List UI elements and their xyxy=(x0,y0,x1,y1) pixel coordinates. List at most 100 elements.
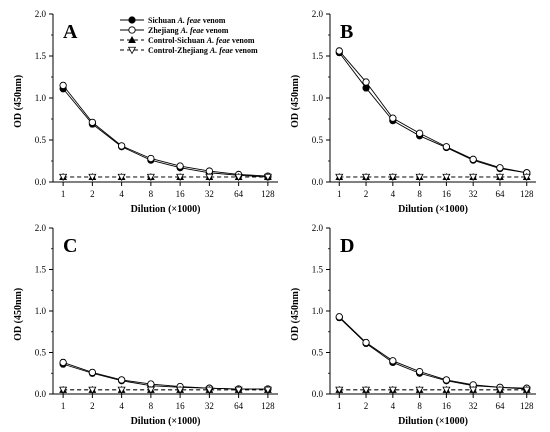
y-tick-label: 2.0 xyxy=(312,9,324,19)
data-point xyxy=(415,173,424,182)
series-line-2 xyxy=(62,362,268,390)
y-tick-label: 0.0 xyxy=(312,177,324,187)
x-tick-label: 64 xyxy=(234,401,244,411)
data-point xyxy=(415,367,424,376)
x-tick-label: 8 xyxy=(417,401,422,411)
x-tick-label: 8 xyxy=(149,189,154,199)
data-point xyxy=(147,154,155,163)
x-tick-label: 4 xyxy=(119,189,124,199)
x-tick-label: 64 xyxy=(495,189,505,199)
x-tick-label: 128 xyxy=(520,401,534,411)
y-axis-title: OD (450nm) xyxy=(13,288,24,341)
y-tick-label: 0.5 xyxy=(35,135,47,145)
x-tick-label: 4 xyxy=(391,189,396,199)
x-tick-label: 32 xyxy=(205,189,214,199)
data-point xyxy=(176,173,185,182)
series-line-2 xyxy=(338,316,527,389)
data-point xyxy=(362,338,370,347)
x-tick-label: 4 xyxy=(119,401,124,411)
y-tick-label: 1.0 xyxy=(35,306,47,316)
data-point xyxy=(117,376,126,384)
y-tick-label: 0.5 xyxy=(35,348,47,358)
x-tick-label: 2 xyxy=(364,189,369,199)
data-point xyxy=(388,386,397,395)
legend-entry: Zhejiang A. feae venom xyxy=(148,26,229,35)
x-tick-label: 128 xyxy=(520,189,534,199)
series-line-2 xyxy=(62,85,268,177)
y-tick-label: 1.5 xyxy=(35,265,47,275)
data-point xyxy=(495,386,505,395)
x-tick-label: 2 xyxy=(90,401,95,411)
x-tick-label: 64 xyxy=(495,401,505,411)
x-axis-title: Dilution (×1000) xyxy=(398,204,468,215)
data-point xyxy=(205,173,214,182)
data-point xyxy=(469,386,478,395)
data-point xyxy=(59,358,67,367)
y-tick-label: 1.0 xyxy=(35,93,47,103)
series-line-1 xyxy=(338,317,527,390)
x-tick-label: 8 xyxy=(417,189,422,199)
y-tick-label: 1.5 xyxy=(312,51,324,61)
data-point xyxy=(117,386,126,395)
legend-marker xyxy=(128,16,136,24)
data-point xyxy=(469,173,478,182)
panel-label: C xyxy=(63,235,77,257)
data-point xyxy=(335,386,344,395)
data-point xyxy=(234,173,243,182)
data-point xyxy=(234,386,243,395)
x-tick-label: 1 xyxy=(337,189,342,199)
y-axis-title: OD (450nm) xyxy=(290,288,301,341)
y-tick-label: 2.0 xyxy=(35,223,47,233)
data-point xyxy=(59,173,68,182)
x-tick-label: 16 xyxy=(442,401,452,411)
y-tick-label: 1.0 xyxy=(312,306,324,316)
panel-label: D xyxy=(340,235,354,257)
data-point xyxy=(361,386,371,395)
data-point xyxy=(59,386,68,395)
y-tick-label: 1.0 xyxy=(312,93,324,103)
x-tick-label: 1 xyxy=(61,401,66,411)
data-point xyxy=(389,357,397,365)
panel-label: B xyxy=(340,21,353,43)
x-axis-title: Dilution (×1000) xyxy=(398,416,468,427)
x-axis-title: Dilution (×1000) xyxy=(131,416,201,427)
data-point xyxy=(117,142,126,150)
x-tick-label: 32 xyxy=(469,401,478,411)
data-point xyxy=(361,173,371,182)
x-tick-label: 4 xyxy=(391,401,396,411)
x-tick-label: 16 xyxy=(442,189,452,199)
y-tick-label: 2.0 xyxy=(35,9,47,19)
data-point xyxy=(176,386,185,395)
x-tick-label: 2 xyxy=(90,189,95,199)
legend-entry: Sichuan A. feae venom xyxy=(148,16,226,25)
y-tick-label: 0.0 xyxy=(35,389,47,399)
data-point xyxy=(335,47,343,55)
x-tick-label: 128 xyxy=(261,401,275,411)
x-tick-label: 2 xyxy=(364,401,369,411)
panel-d: 0.0 0.5 1.0 1.5 2.0 1 2 4 8 16 32 64 128 Dilution (×1… xyxy=(290,223,536,427)
data-point xyxy=(469,155,477,163)
data-point xyxy=(88,118,97,127)
x-tick-label: 32 xyxy=(469,189,478,199)
data-point xyxy=(117,173,126,182)
y-tick-label: 0.5 xyxy=(312,135,324,145)
data-point xyxy=(522,386,531,395)
data-point xyxy=(362,78,370,86)
x-tick-label: 8 xyxy=(149,401,154,411)
legend-entry: Control-Zhejiang A. feae venom xyxy=(148,46,258,55)
data-point xyxy=(176,162,184,170)
x-tick-label: 16 xyxy=(176,189,186,199)
data-point xyxy=(146,386,155,395)
y-tick-label: 2.0 xyxy=(312,223,324,233)
data-point xyxy=(335,173,344,182)
data-point xyxy=(205,386,214,395)
panel-label: A xyxy=(63,21,78,43)
panel-a: 0.0 0.5 1.0 1.5 2.0 1 2 4 8 16 32 64 128 Dilution (×1… xyxy=(13,9,278,215)
x-tick-label: 32 xyxy=(205,401,214,411)
legend-marker xyxy=(128,35,136,44)
y-axis-title: OD (450nm) xyxy=(290,75,301,128)
data-point xyxy=(496,164,504,172)
series-line-2 xyxy=(338,50,527,174)
y-tick-label: 0.5 xyxy=(312,348,324,358)
